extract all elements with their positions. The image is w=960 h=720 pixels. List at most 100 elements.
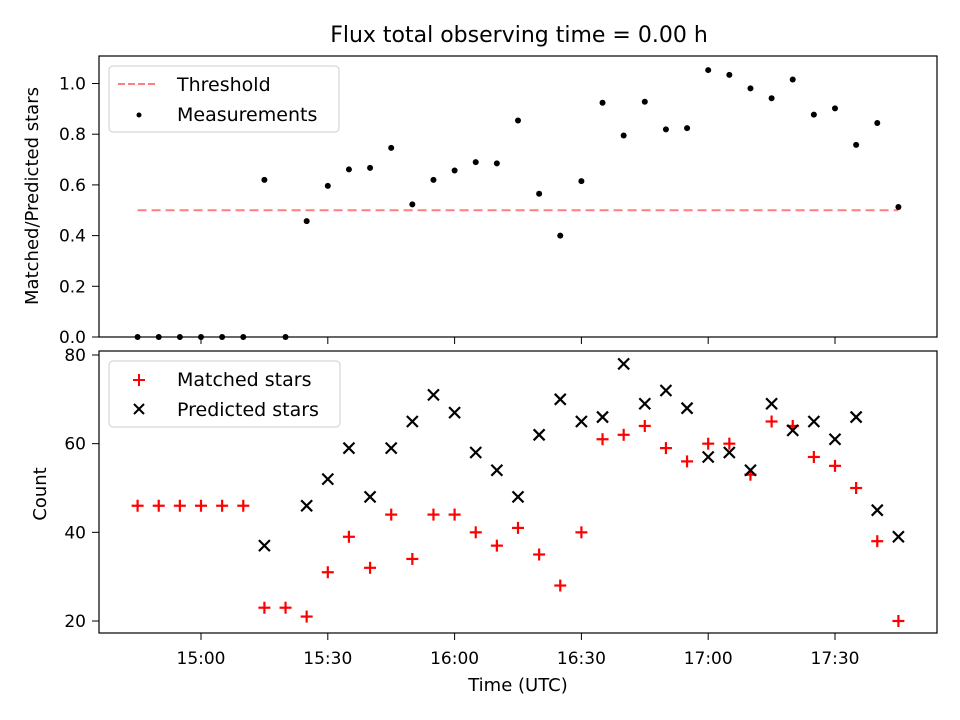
predicted-stars-point	[448, 406, 461, 419]
matched-stars-point	[723, 437, 736, 450]
predicted-stars-point	[596, 410, 609, 424]
predicted-stars-point	[638, 397, 652, 411]
measurement-point	[367, 164, 374, 171]
figure-title: Flux total observing time = 0.00 h	[330, 23, 708, 48]
predicted-stars-point	[321, 472, 335, 486]
bottom-xtick-label: 15:30	[303, 649, 352, 669]
matched-stars-point	[216, 499, 229, 512]
predicted-stars-point	[870, 503, 884, 517]
matched-stars-point	[638, 419, 651, 432]
measurement-point	[388, 144, 395, 151]
matched-stars-point	[807, 450, 820, 463]
matched-stars-point	[152, 499, 165, 512]
matched-stars-point	[385, 508, 398, 521]
predicted-stars-point	[744, 463, 757, 477]
legend-predicted-label: Predicted stars	[177, 399, 319, 421]
bottom-plot-area	[131, 357, 905, 627]
measurement-point	[705, 67, 712, 74]
measurement-point	[472, 159, 479, 166]
bottom-xtick-label: 17:30	[811, 649, 860, 669]
measurement-point	[832, 105, 838, 112]
matched-stars-point	[829, 459, 841, 472]
bottom-xtick-label: 15:00	[177, 649, 226, 669]
legend-predicted-swatch	[133, 403, 145, 415]
predicted-stars-point	[258, 539, 271, 552]
measurement-point	[536, 190, 543, 197]
top-ytick-label: 0.8	[59, 125, 86, 145]
predicted-stars-point	[490, 463, 504, 477]
predicted-stars-point	[807, 415, 821, 428]
measurement-point	[768, 95, 775, 102]
matched-stars-point	[617, 428, 630, 441]
measurement-point	[324, 182, 331, 189]
matched-stars-point	[554, 579, 567, 592]
predicted-stars-point	[765, 397, 778, 411]
measurement-point	[726, 71, 733, 78]
predicted-stars-point	[575, 415, 588, 428]
measurement-point	[493, 160, 500, 167]
measurement-point	[451, 167, 458, 174]
matched-stars-point	[702, 437, 715, 450]
top-axes-frame	[98, 55, 938, 338]
measurement-point	[789, 76, 796, 83]
bottom-ytick-label: 40	[64, 523, 86, 543]
matched-stars-point	[512, 521, 524, 534]
matched-stars-point	[406, 552, 419, 565]
predicted-stars-point	[300, 499, 313, 513]
predicted-stars-point	[553, 393, 567, 406]
top-ytick-label: 0.6	[59, 176, 86, 196]
predicted-stars-point	[849, 410, 863, 424]
predicted-stars-point	[406, 415, 419, 428]
measurement-point	[345, 166, 352, 173]
bottom-xtick-label: 17:00	[684, 649, 733, 669]
matched-stars-point	[427, 508, 440, 521]
matched-stars-point	[892, 615, 905, 627]
top-ytick-label: 0.0	[59, 328, 86, 348]
matched-stars-point	[173, 499, 186, 512]
bottom-x-ticks: 15:00 15:30 16:00 16:30 17:00 17:30	[177, 633, 860, 669]
legend-matched-swatch	[133, 374, 145, 386]
measurement-point	[895, 203, 902, 210]
measurement-point	[684, 125, 691, 132]
matched-stars-point	[533, 548, 546, 561]
predicted-stars-point	[427, 388, 440, 402]
predicted-stars-point	[828, 432, 842, 446]
predicted-stars-point	[532, 428, 546, 442]
bottom-ytick-label: 80	[64, 346, 86, 366]
matched-stars-point	[681, 455, 694, 468]
top-ytick-label: 0.4	[59, 227, 86, 247]
measurement-point	[557, 232, 564, 239]
matched-stars-point	[364, 561, 377, 574]
bottom-ytick-label: 20	[64, 612, 86, 632]
measurement-point	[409, 201, 416, 208]
matched-stars-point	[469, 526, 482, 539]
predicted-stars-point	[786, 424, 800, 437]
measurement-point	[853, 141, 860, 148]
predicted-stars-point	[892, 530, 905, 544]
top-x-tick-marks	[200, 337, 836, 344]
measurement-point	[578, 178, 585, 185]
bottom-panel: Count Time (UTC) 20 40 60 80 15:00 15:30 16:0…	[30, 346, 938, 696]
matched-stars-point	[131, 499, 144, 512]
measurement-point	[599, 99, 606, 106]
matched-stars-point	[321, 566, 334, 579]
top-legend: Threshold Measurements	[108, 65, 340, 133]
matched-stars-point	[258, 601, 271, 614]
top-plot-area	[134, 67, 902, 340]
legend-matched-label: Matched stars	[177, 369, 311, 391]
predicted-stars-point	[659, 384, 673, 397]
bottom-xlabel: Time (UTC)	[467, 675, 568, 696]
matched-stars-point	[659, 442, 672, 455]
predicted-stars-point	[511, 490, 525, 504]
legend-threshold-label: Threshold	[176, 74, 271, 96]
predicted-stars-point	[617, 357, 630, 371]
bottom-ylabel: Count	[30, 467, 51, 520]
bottom-xtick-label: 16:30	[557, 649, 606, 669]
bottom-y-ticks: 20 40 60 80	[64, 346, 99, 632]
bottom-legend-box	[108, 360, 341, 428]
matched-stars-point	[871, 535, 884, 548]
measurement-point	[662, 126, 669, 133]
top-ytick-label: 0.2	[59, 277, 86, 297]
measurement-point	[810, 111, 817, 118]
matched-stars-point	[279, 601, 292, 614]
